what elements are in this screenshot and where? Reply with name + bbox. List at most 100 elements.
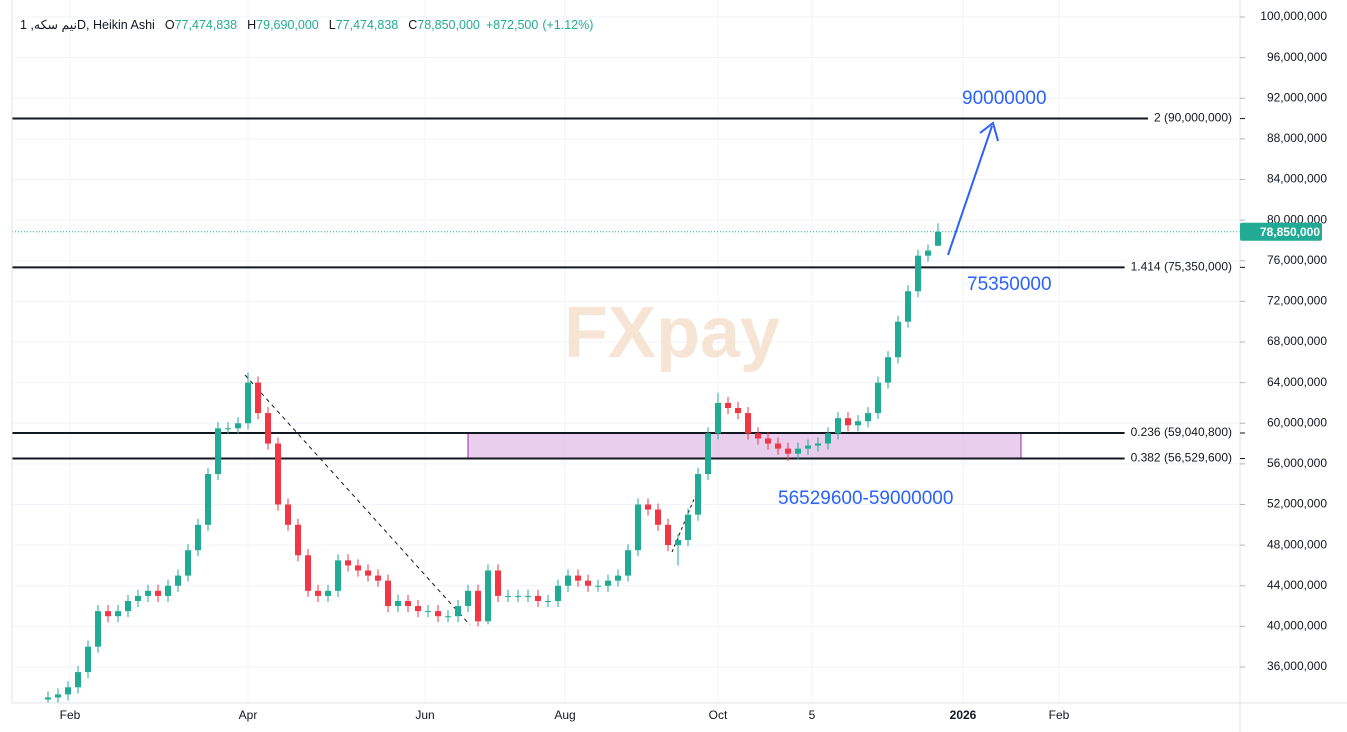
candle-body	[195, 524, 201, 551]
field-key: C	[408, 18, 417, 32]
candle-body	[175, 575, 181, 586]
candle-body	[405, 600, 411, 607]
y-tick-label: 72,000,000	[1267, 294, 1327, 308]
candle-body	[905, 291, 911, 322]
candle-body	[215, 428, 221, 475]
field-key: O	[165, 18, 175, 32]
candle-body	[785, 448, 791, 454]
candle-body	[535, 595, 541, 601]
y-tick-label: 64,000,000	[1267, 375, 1327, 389]
y-tick-label: 96,000,000	[1267, 50, 1327, 64]
y-tick-label: 68,000,000	[1267, 334, 1327, 348]
candle-body	[245, 382, 251, 424]
candle-body	[435, 611, 441, 617]
change-pct: (+1.12%)	[542, 18, 593, 32]
field-key: H	[247, 18, 256, 32]
field-value: 77,474,838	[175, 18, 238, 32]
last-price-box	[1240, 222, 1322, 241]
field-value: 79,690,000	[256, 18, 319, 32]
candle-body	[445, 616, 451, 618]
y-tick-label: 60,000,000	[1267, 415, 1327, 429]
y-tick-label: 100,000,000	[1260, 9, 1327, 23]
y-tick-label: 88,000,000	[1267, 131, 1327, 145]
x-tick-label: Feb	[60, 708, 81, 722]
candle-body	[595, 585, 601, 587]
candle-body	[65, 687, 71, 695]
arrow-head	[979, 121, 999, 142]
annotation: 75350000	[967, 274, 1052, 295]
candle-body	[155, 590, 161, 596]
candle-body	[255, 382, 261, 414]
candle-body	[295, 524, 301, 556]
candle-body	[615, 575, 621, 581]
x-tick-label: Oct	[709, 708, 728, 722]
candle-body	[395, 600, 401, 607]
candle-body	[475, 590, 481, 622]
last-price-label: 78,850,000	[1260, 225, 1320, 239]
candle-body	[115, 611, 121, 617]
candle-body	[575, 575, 581, 581]
candle-body	[665, 524, 671, 546]
candle-body	[95, 611, 101, 647]
candle-body	[135, 595, 141, 601]
y-tick-label: 40,000,000	[1267, 619, 1327, 633]
candle-body	[825, 433, 831, 444]
zone-layer	[467, 432, 1022, 459]
candle-body	[315, 590, 321, 596]
candle-body	[775, 443, 781, 449]
candle-body	[465, 590, 471, 607]
candle-body	[105, 611, 111, 617]
candle-body	[705, 433, 711, 475]
candle-body	[765, 438, 771, 444]
candle-body	[205, 474, 211, 525]
candle-body	[725, 402, 731, 409]
legend: نیم سکه, 1D, Heikin Ashi O77,474,838 H79,6…	[20, 18, 593, 33]
candle-body	[885, 357, 891, 383]
annotation: 90000000	[962, 88, 1047, 109]
candle-body	[235, 423, 241, 429]
candle-body	[385, 580, 391, 607]
candle-body	[365, 570, 371, 576]
level-label: 2 (90,000,000)	[1154, 111, 1232, 125]
candle-body	[565, 575, 571, 586]
field-key: L	[329, 18, 336, 32]
y-tick-label: 92,000,000	[1267, 90, 1327, 104]
axes: 36,000,000 40,000,000 44,000,000 48,000,000…	[60, 9, 1328, 722]
change: +872,500	[486, 18, 539, 32]
candle-body	[265, 413, 271, 444]
field-value: 78,850,000	[417, 18, 480, 32]
candle-body	[755, 433, 761, 439]
x-tick-label: 2026	[950, 708, 977, 722]
candle-body	[655, 509, 661, 525]
candle-body	[555, 585, 561, 601]
annotation: 56529600-59000000	[778, 488, 953, 509]
x-tick-label: Feb	[1049, 708, 1070, 722]
candle-body	[125, 600, 131, 612]
y-tick-label: 76,000,000	[1267, 253, 1327, 267]
candle-body	[865, 413, 871, 422]
candle-body	[935, 231, 941, 246]
candle-body	[645, 504, 651, 510]
candle-body	[325, 590, 331, 596]
candle-body	[225, 428, 231, 430]
candle-body	[815, 443, 821, 446]
candle-body	[355, 565, 361, 571]
level-label: 1.414 (75,350,000)	[1131, 260, 1232, 274]
y-tick-label: 56,000,000	[1267, 456, 1327, 470]
candle-body	[305, 555, 311, 591]
candle-body	[895, 321, 901, 358]
candle-body	[85, 646, 91, 673]
candle-body	[875, 382, 881, 414]
candle-body	[545, 600, 551, 602]
candle-body	[75, 672, 81, 688]
candle-body	[855, 421, 861, 426]
x-tick-label: Aug	[554, 708, 575, 722]
candle-body	[525, 595, 531, 597]
level-layer: 2 (90,000,000) 1.414 (75,350,000) 0.236 (5…	[12, 111, 1232, 465]
symbol: نیم سکه, 1D, Heikin Ashi	[20, 18, 155, 33]
y-tick-label: 84,000,000	[1267, 172, 1327, 186]
candle-body	[165, 585, 171, 596]
